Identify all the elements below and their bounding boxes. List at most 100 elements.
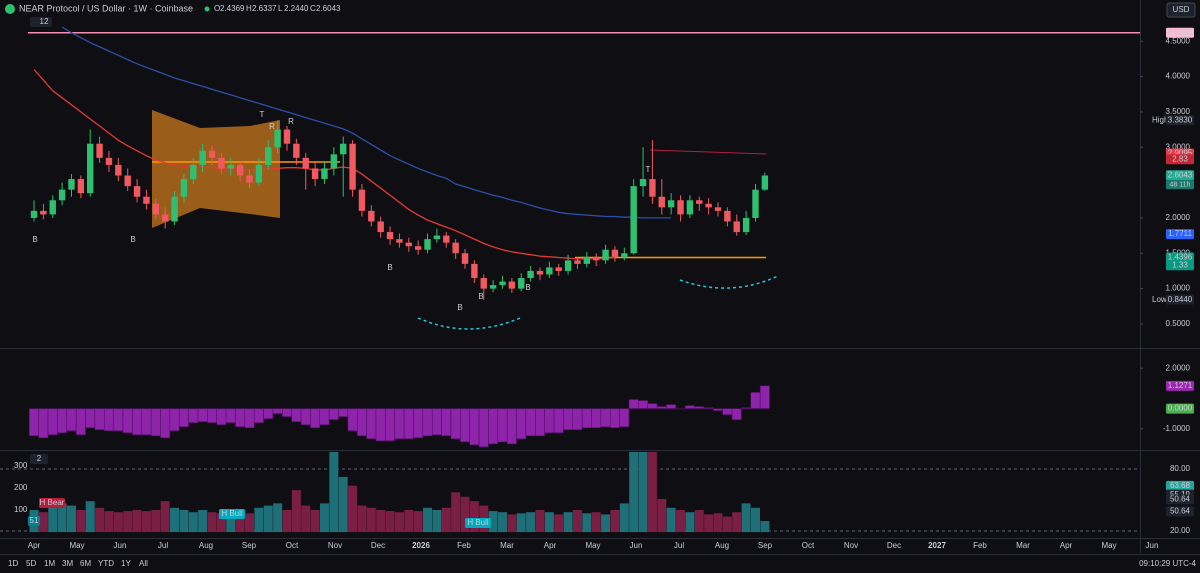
volume-bar <box>469 501 479 533</box>
candle-body <box>311 168 319 180</box>
volume-bar <box>85 501 95 533</box>
candle-body <box>171 196 178 222</box>
candle-body <box>480 278 487 289</box>
moving-average <box>61 26 672 219</box>
signal-label: B <box>32 235 37 244</box>
price-badge-label: 63.68 <box>1170 481 1191 490</box>
momentum-bar <box>85 408 96 429</box>
price-badge <box>1166 506 1194 517</box>
candle-body <box>208 150 216 158</box>
badge-tag: High <box>1152 115 1168 124</box>
momentum-bar <box>750 392 761 409</box>
volume-bar <box>544 512 554 533</box>
candle-body <box>686 200 694 215</box>
indicator-count[interactable] <box>30 454 48 464</box>
time-label: Apr <box>1060 541 1073 550</box>
volume-bar <box>216 513 226 533</box>
volume-bar <box>348 485 358 533</box>
price-badge <box>1166 480 1194 491</box>
momentum-bar <box>535 408 545 437</box>
signal-label: B <box>130 235 135 244</box>
candle-body <box>471 263 478 279</box>
candle-body <box>696 200 703 204</box>
volume-bar <box>291 490 301 533</box>
price-badge <box>1166 229 1194 240</box>
momentum-bar <box>553 408 564 434</box>
momentum-bar <box>150 408 161 437</box>
candle-body <box>87 143 94 194</box>
candle-body <box>733 221 740 233</box>
volume-bar <box>704 514 714 533</box>
y-tick-label: 1.0000 <box>1166 284 1191 293</box>
volume-bar <box>666 507 676 533</box>
signal-label: H Bear <box>40 498 65 507</box>
candle-body <box>602 249 609 261</box>
momentum-bar <box>572 408 583 431</box>
momentum-bar <box>235 408 246 428</box>
candle-body <box>546 267 553 275</box>
momentum-bar <box>516 408 527 440</box>
volume-bar <box>282 509 292 533</box>
volume-bar <box>123 511 133 533</box>
indicator-count-label: 12 <box>40 17 49 26</box>
momentum-bar <box>666 404 677 409</box>
volume-bar <box>207 512 217 533</box>
momentum-bar <box>66 408 77 432</box>
range-button[interactable]: 1M <box>44 559 55 568</box>
time-label: 2027 <box>928 541 946 550</box>
y-tick-label: 3.0000 <box>1166 142 1191 151</box>
resistance-line <box>649 149 767 155</box>
candle-body <box>293 143 300 158</box>
range-button[interactable]: 5D <box>26 559 36 568</box>
candle-body <box>77 179 85 194</box>
momentum-bar <box>169 408 180 432</box>
range-button[interactable]: All <box>139 559 148 568</box>
candle-body <box>574 260 581 264</box>
momentum-bar <box>722 408 733 415</box>
y2-tick-label: 20.00 <box>1170 526 1191 535</box>
momentum-bar <box>647 403 658 409</box>
candle-body <box>649 179 656 197</box>
currency-button[interactable] <box>1166 2 1196 18</box>
range-button[interactable]: YTD <box>98 559 114 568</box>
volume-bar <box>160 501 170 533</box>
price-badge-label: 2.9095 <box>1168 149 1193 158</box>
volume-bar <box>451 492 461 533</box>
candle-body <box>68 179 75 190</box>
time-label: Nov <box>328 541 342 550</box>
candle-body <box>536 270 544 275</box>
time-label: Apr <box>544 541 557 550</box>
candle-body <box>452 242 459 254</box>
momentum-bar <box>300 408 311 425</box>
y-tick-label: 2.0000 <box>1166 213 1191 222</box>
momentum-bar <box>450 408 461 440</box>
volume-bar <box>676 509 686 533</box>
volume-bar <box>741 503 751 533</box>
y2-tick-label: 80.00 <box>1170 464 1191 473</box>
volume-bar <box>198 509 208 533</box>
candle-body <box>761 175 769 190</box>
momentum-bar <box>178 408 189 428</box>
candle-body <box>115 164 122 176</box>
volume-bar <box>376 509 386 533</box>
volume-bar <box>357 505 367 533</box>
ohlc-value: 2.6043 <box>316 4 341 13</box>
candle-body <box>227 164 234 169</box>
volume-bar <box>432 509 442 533</box>
range-button[interactable]: 1Y <box>121 559 131 568</box>
indicator-count[interactable] <box>30 17 52 27</box>
momentum-bar <box>525 408 536 437</box>
volume-bar <box>413 511 423 533</box>
y-tick-label: 0.5000 <box>1166 319 1191 328</box>
range-button[interactable]: 3M <box>62 559 73 568</box>
candle-body <box>443 235 450 243</box>
volume-bar <box>338 476 348 533</box>
candle-body <box>330 154 338 169</box>
range-button[interactable]: 6M <box>80 559 91 568</box>
range-button[interactable]: 1D <box>8 559 18 568</box>
volume-bar <box>76 509 86 533</box>
candle-body <box>133 186 141 197</box>
candle-body <box>236 164 244 176</box>
